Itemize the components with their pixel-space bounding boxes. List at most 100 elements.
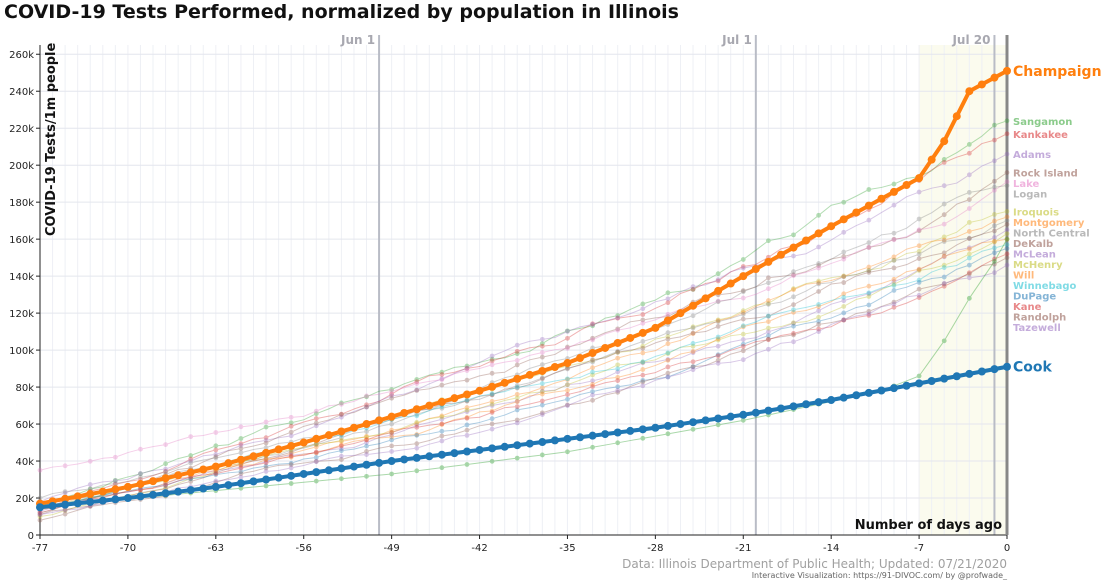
kankakee-series — [37, 131, 1010, 510]
dupage-point — [1004, 245, 1010, 251]
tazewell-point — [389, 449, 395, 454]
montgomery-point — [514, 391, 520, 397]
north-central-point — [514, 383, 520, 388]
champaign-point — [965, 87, 974, 96]
sangamon-point — [941, 157, 947, 162]
lake-point — [765, 286, 771, 292]
adams-point — [891, 202, 897, 208]
randolph-point — [665, 370, 671, 376]
sangamon-point — [489, 356, 495, 362]
randolph-point — [539, 410, 545, 416]
rock-island-point — [740, 288, 746, 294]
mclean-point — [414, 422, 420, 428]
adams-point — [816, 244, 822, 250]
iroquois-point — [690, 324, 696, 330]
dekalb-point — [841, 280, 847, 285]
logan-point — [866, 240, 872, 246]
adams-point — [791, 253, 796, 259]
tazewell-point — [439, 438, 445, 444]
kane-point — [364, 437, 369, 443]
y-tick-label: 0 — [28, 531, 34, 542]
sangamon-point — [992, 122, 997, 128]
y-tick-label: 20k — [15, 494, 34, 505]
dekalb-point — [715, 323, 721, 329]
montgomery-point — [414, 421, 420, 427]
randolph-point — [715, 357, 721, 363]
kankakee-point — [715, 278, 721, 284]
mclean-point — [715, 343, 721, 349]
extra-0-point — [740, 417, 746, 423]
extra-0-point — [590, 444, 595, 450]
cook-point — [299, 469, 308, 478]
dekalb-point — [816, 289, 822, 294]
y-tick-label: 100k — [9, 346, 34, 357]
champaign-point — [726, 279, 735, 288]
sangamon-point — [740, 257, 746, 262]
cook-point — [940, 374, 949, 383]
adams-point — [389, 393, 395, 399]
mclean-point — [640, 360, 646, 366]
mclean-point — [866, 291, 872, 297]
series-labels: Sangamon Kankakee Adams Rock IslandLakeLoga… — [1013, 64, 1102, 376]
adams-point — [464, 365, 470, 371]
extra-0-point — [414, 468, 420, 474]
champaign-point — [437, 397, 446, 406]
randolph-point — [992, 261, 997, 267]
adams-point — [188, 458, 194, 464]
x-tick-label: -7 — [914, 543, 924, 554]
y-tick-label: 240k — [9, 87, 34, 98]
winnebago-label: Winnebago — [1013, 281, 1077, 292]
champaign-point — [513, 374, 522, 383]
dupage-point — [715, 352, 721, 358]
north-central-point — [489, 392, 495, 397]
dekalb-point — [263, 455, 269, 461]
rock-island-point — [841, 254, 847, 259]
mclean-point — [288, 453, 294, 458]
will-point — [791, 309, 796, 315]
adams-point — [740, 265, 746, 271]
montgomery-point — [389, 427, 395, 433]
champaign-point — [538, 366, 547, 375]
mchenry-point — [765, 325, 771, 331]
sangamon-point — [565, 328, 570, 334]
adams-point — [138, 471, 143, 476]
extra-0-point — [941, 338, 947, 344]
kankakee-point — [690, 286, 696, 292]
kankakee-point — [615, 315, 621, 321]
extra-0-point — [288, 481, 294, 486]
cook-series — [36, 362, 1011, 512]
mchenry-point — [539, 389, 545, 395]
will-point — [464, 414, 470, 420]
montgomery-label: Montgomery — [1013, 218, 1085, 229]
rock-island-point — [213, 454, 219, 460]
lake-series — [37, 179, 1010, 473]
winnebago-point — [816, 302, 822, 307]
will-point — [565, 388, 570, 393]
lake-point — [992, 187, 997, 193]
champaign-point — [689, 301, 698, 310]
lake-point — [665, 311, 671, 317]
kankakee-point — [238, 441, 244, 447]
randolph-point — [389, 443, 395, 449]
champaign-point — [312, 434, 321, 443]
montgomery-point — [891, 254, 897, 260]
dupage-point — [539, 402, 545, 408]
credit-line[interactable]: Interactive Visualization: https://91-DI… — [752, 571, 1008, 580]
rock-island-point — [313, 420, 319, 426]
dupage-point — [414, 432, 420, 438]
cook-point — [324, 466, 333, 475]
dekalb-point — [514, 385, 520, 391]
mclean-point — [263, 459, 269, 465]
champaign-point — [990, 73, 999, 82]
randolph-point — [640, 379, 646, 385]
adams-point — [640, 306, 646, 312]
adams-point — [966, 172, 972, 178]
mclean-point — [565, 382, 570, 388]
montgomery-point — [439, 413, 445, 419]
mclean-point — [1004, 227, 1010, 233]
dekalb-point — [916, 256, 922, 262]
winnebago-point — [916, 277, 922, 283]
lake-point — [238, 424, 244, 430]
champaign-point — [563, 359, 572, 368]
